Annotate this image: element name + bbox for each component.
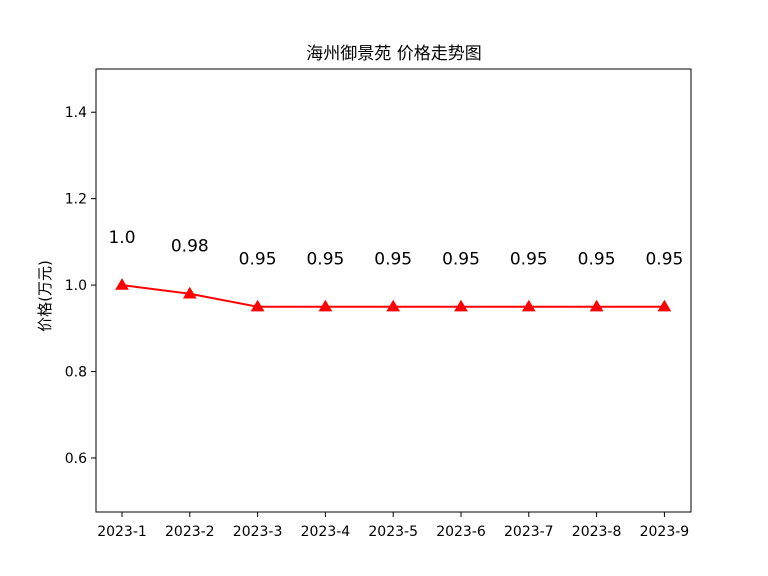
chart-title: 海州御景苑 价格走势图 xyxy=(306,44,481,64)
y-tick-label: 1.2 xyxy=(65,192,87,208)
data-point-marker xyxy=(589,299,604,312)
x-tick-label: 2023-7 xyxy=(504,524,554,540)
data-point-marker xyxy=(657,299,672,312)
y-tick-label: 1.0 xyxy=(65,278,87,294)
data-label: 0.95 xyxy=(306,250,344,270)
x-axis-ticks: 2023-1 2023-2 2023-3 2023-4 2023-5 2023-6 2023… xyxy=(97,512,689,540)
data-label: 1.0 xyxy=(108,228,135,248)
data-point-marker xyxy=(182,286,197,299)
data-point-marker xyxy=(454,299,468,312)
x-tick-label: 2023-6 xyxy=(436,524,486,540)
x-tick-label: 2023-9 xyxy=(640,524,690,540)
y-tick-label: 0.6 xyxy=(65,451,87,467)
y-axis-label: 价格(万元) xyxy=(36,260,54,332)
y-axis-ticks: 0.6 0.8 1.0 1.2 1.4 xyxy=(65,105,96,467)
data-label: 0.95 xyxy=(578,250,616,270)
data-label: 0.95 xyxy=(442,250,480,270)
data-point-marker xyxy=(115,278,129,290)
price-series xyxy=(115,278,672,312)
data-labels: 1.0 0.98 0.95 0.95 0.95 0.95 0.95 0.95 0.95 xyxy=(108,228,683,270)
plot-frame xyxy=(95,68,692,513)
data-point-marker xyxy=(521,299,536,312)
data-label: 0.95 xyxy=(645,250,683,270)
data-point-marker xyxy=(250,299,265,312)
data-point-marker xyxy=(318,299,333,312)
data-label: 0.95 xyxy=(374,250,412,270)
x-tick-label: 2023-3 xyxy=(233,524,283,540)
x-tick-label: 2023-1 xyxy=(97,524,147,540)
y-tick-label: 0.8 xyxy=(65,365,87,381)
x-tick-label: 2023-2 xyxy=(165,524,215,540)
data-label: 0.98 xyxy=(171,237,209,257)
data-label: 0.95 xyxy=(239,250,277,270)
x-tick-label: 2023-5 xyxy=(368,524,418,540)
x-tick-label: 2023-4 xyxy=(301,524,351,540)
y-tick-label: 1.4 xyxy=(65,105,87,121)
x-tick-label: 2023-8 xyxy=(572,524,622,540)
data-label: 0.95 xyxy=(510,250,548,270)
data-point-marker xyxy=(386,299,401,312)
